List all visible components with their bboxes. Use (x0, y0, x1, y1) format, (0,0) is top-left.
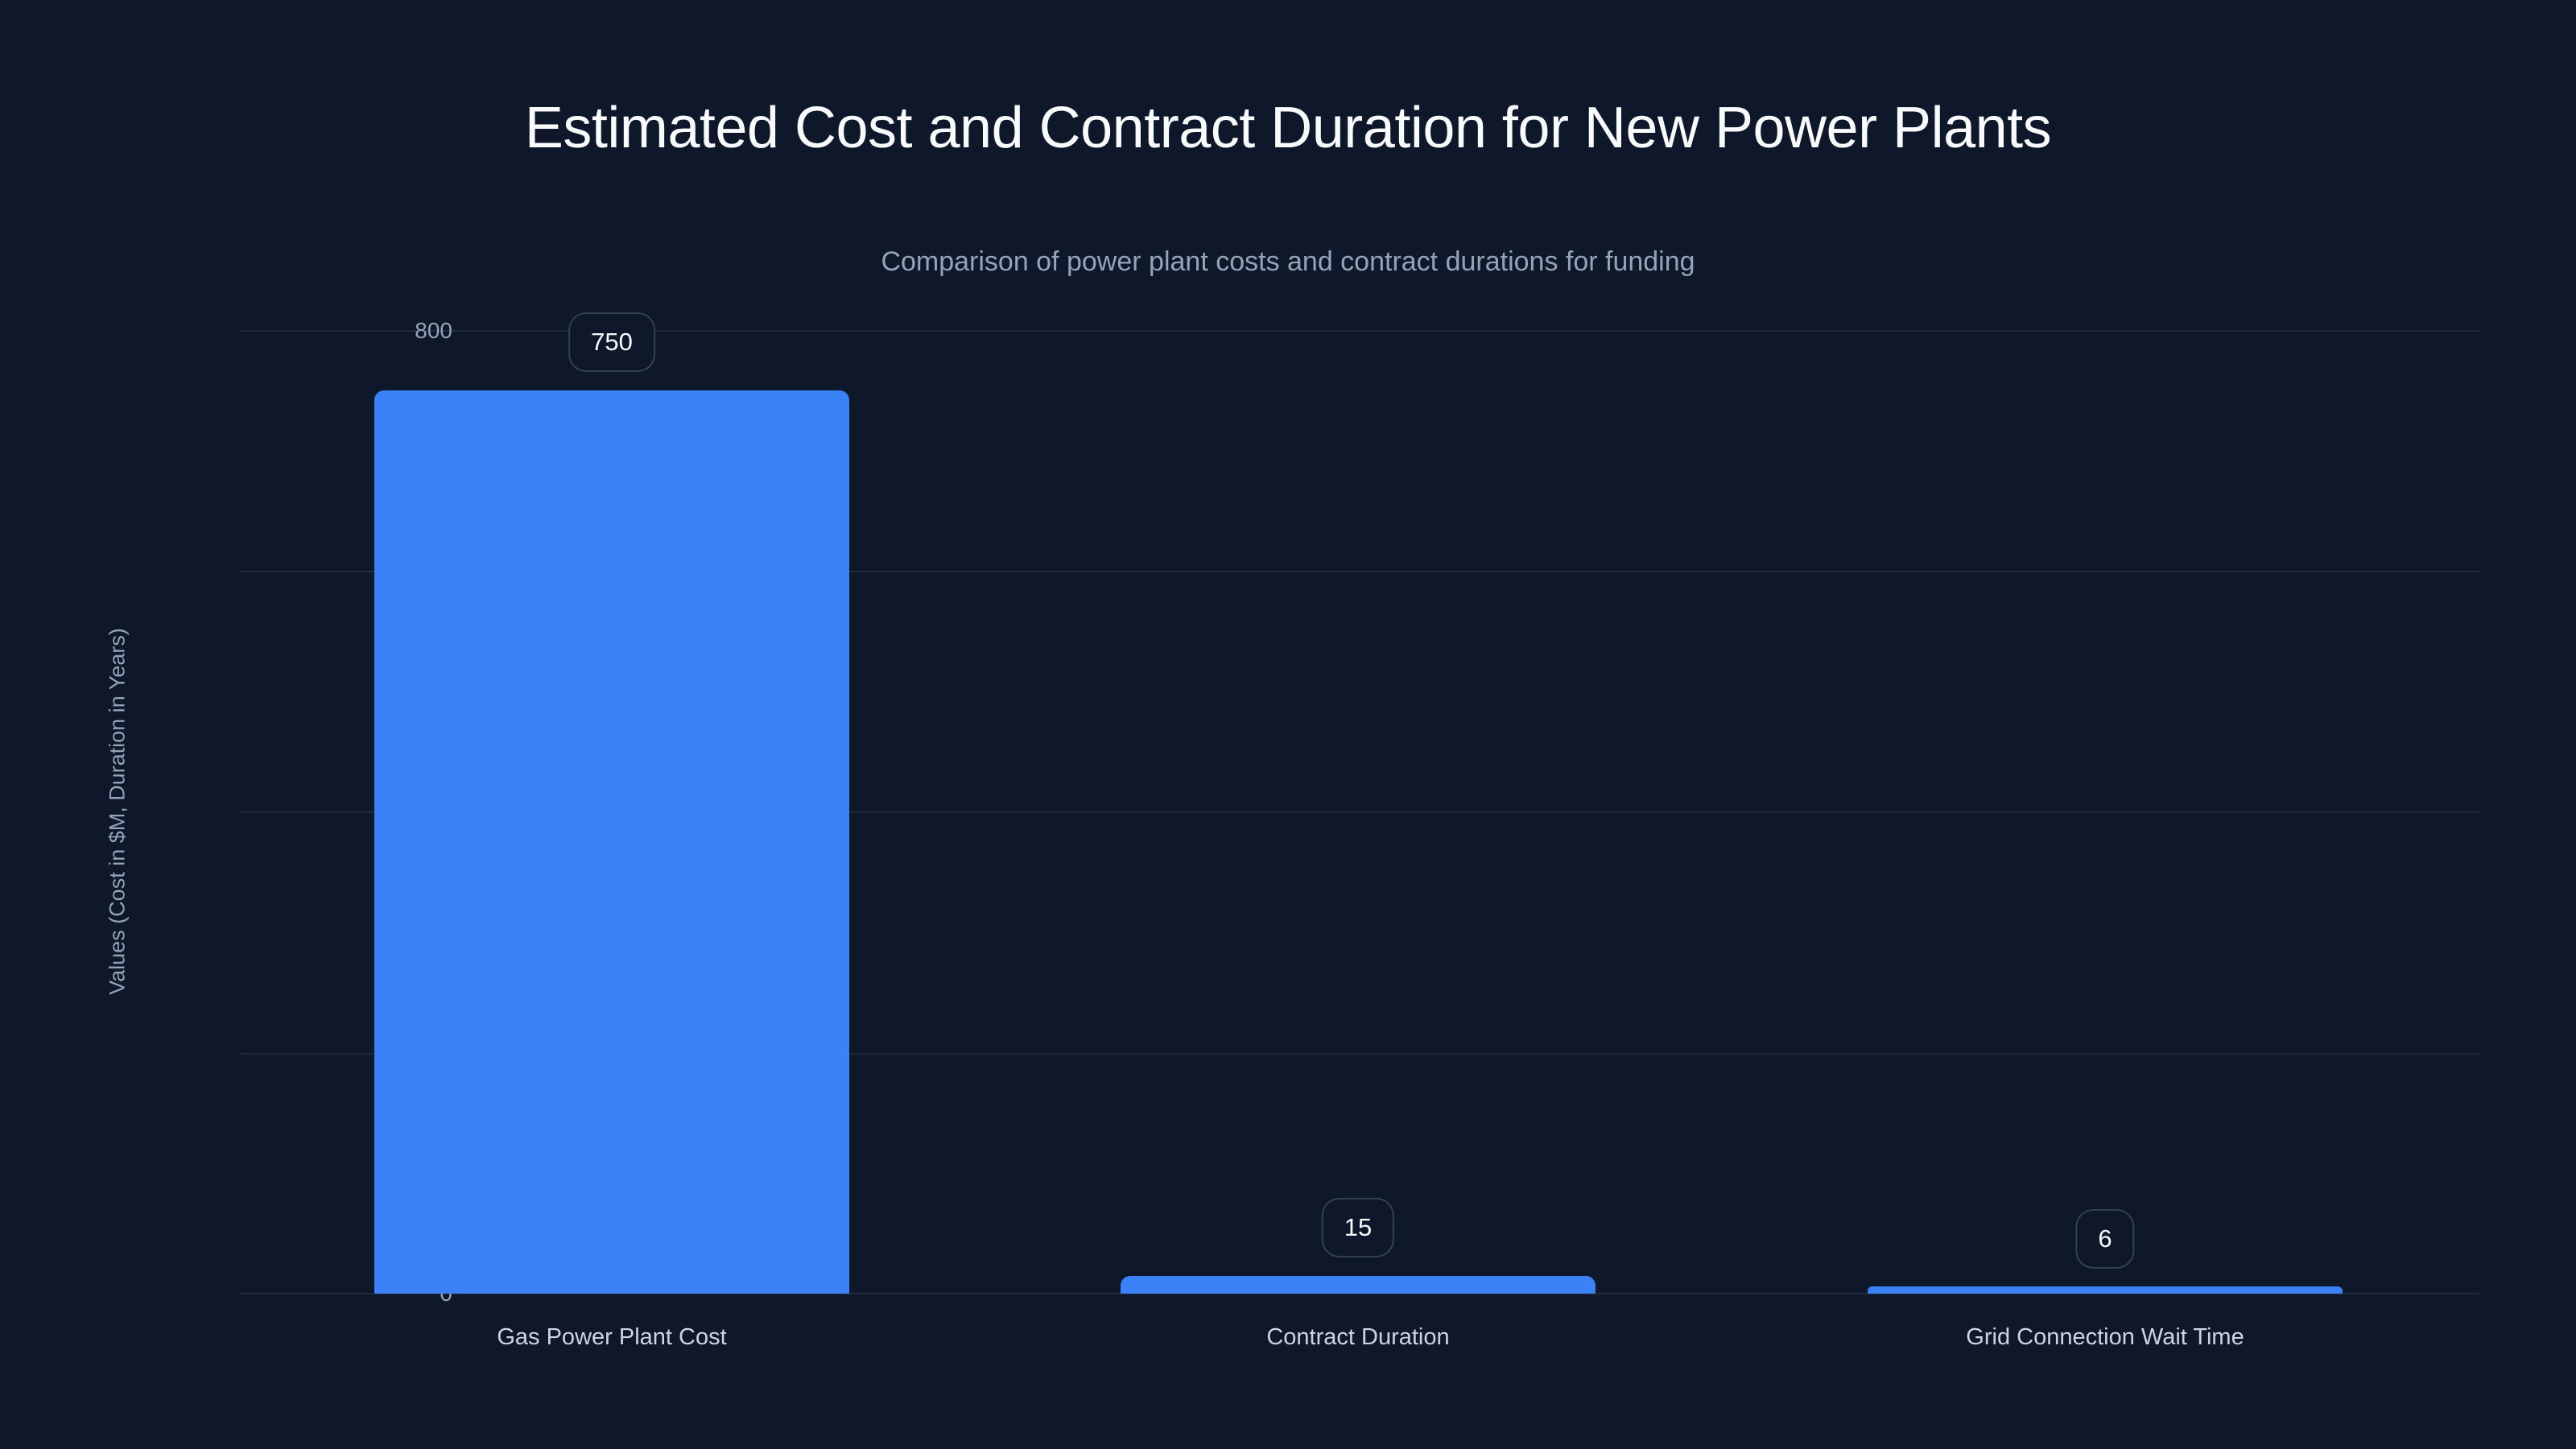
gridline-800 (240, 330, 2479, 332)
plot-area: 800 600 400 200 0 750 Gas Power Plant Co… (240, 312, 2479, 1350)
x-axis-baseline (240, 1293, 2479, 1294)
bar-contract-duration[interactable] (1121, 1276, 1596, 1294)
x-tick-contract-duration: Contract Duration (1266, 1324, 1450, 1350)
chart-title: Estimated Cost and Contract Duration for… (524, 96, 2052, 160)
y-axis-label: Values (Cost in $M, Duration in Years) (105, 628, 130, 995)
data-label-grid-connection-wait-time: 6 (2075, 1209, 2135, 1269)
gridline-400 (240, 811, 2479, 813)
bar-gas-power-plant-cost[interactable] (374, 390, 849, 1294)
bar-grid-connection-wait-time[interactable] (1868, 1286, 2343, 1294)
data-label-contract-duration: 15 (1321, 1198, 1395, 1257)
x-tick-gas-power-plant-cost: Gas Power Plant Cost (497, 1324, 727, 1350)
x-tick-grid-connection-wait-time: Grid Connection Wait Time (1966, 1324, 2244, 1350)
data-label-gas-power-plant-cost: 750 (568, 312, 655, 372)
chart-subtitle: Comparison of power plant costs and cont… (881, 246, 1695, 277)
gridline-600 (240, 571, 2479, 572)
gridline-200 (240, 1053, 2479, 1055)
y-tick-800: 800 (415, 318, 452, 343)
